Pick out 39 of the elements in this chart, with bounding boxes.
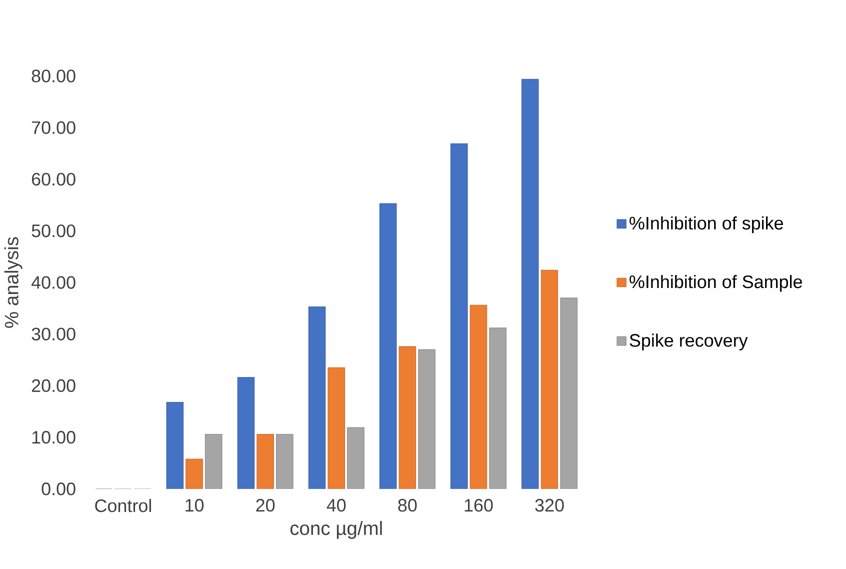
bar bbox=[308, 306, 326, 489]
bar bbox=[166, 402, 184, 489]
bar bbox=[522, 78, 539, 489]
bar bbox=[450, 143, 468, 489]
y-tick-label: 30.00 bbox=[32, 328, 76, 340]
y-tick-label: 0.00 bbox=[42, 482, 76, 496]
bar bbox=[276, 434, 294, 489]
y-axis-title: % analysis bbox=[4, 237, 22, 328]
bar bbox=[418, 349, 436, 489]
legend-label: Spike recovery bbox=[630, 333, 748, 350]
x-tick-label: 20 bbox=[256, 498, 275, 512]
x-tick-label: 40 bbox=[326, 498, 346, 512]
legend-label: %Inhibition of spike bbox=[630, 216, 784, 233]
bar bbox=[560, 298, 578, 489]
x-tick-label: Control bbox=[95, 498, 151, 512]
legend-label: %Inhibition of Sample bbox=[630, 274, 802, 292]
y-tick-label: 40.00 bbox=[31, 276, 76, 289]
bar bbox=[470, 304, 488, 489]
bar bbox=[186, 458, 203, 489]
x-tick-label: 80 bbox=[398, 498, 417, 512]
bar bbox=[204, 434, 222, 489]
y-tick-label: 20.00 bbox=[32, 379, 76, 392]
x-tick-label: 160 bbox=[464, 498, 493, 512]
bar bbox=[489, 327, 506, 489]
y-tick-label: 70.00 bbox=[32, 121, 76, 134]
y-tick-label: 60.00 bbox=[32, 172, 76, 186]
bar bbox=[347, 427, 364, 489]
x-tick-label: 10 bbox=[186, 498, 204, 512]
bar bbox=[379, 203, 397, 489]
y-tick-label: 50.00 bbox=[32, 224, 76, 238]
bar bbox=[256, 434, 274, 489]
x-axis-title: conc µg/ml bbox=[290, 520, 382, 539]
bar bbox=[398, 346, 416, 489]
bar bbox=[328, 367, 346, 489]
bar bbox=[540, 270, 558, 489]
x-tick-label: 320 bbox=[535, 498, 564, 512]
bar bbox=[237, 377, 255, 489]
y-tick-label: 80.00 bbox=[32, 69, 76, 82]
y-tick-label: 10.00 bbox=[32, 430, 76, 444]
